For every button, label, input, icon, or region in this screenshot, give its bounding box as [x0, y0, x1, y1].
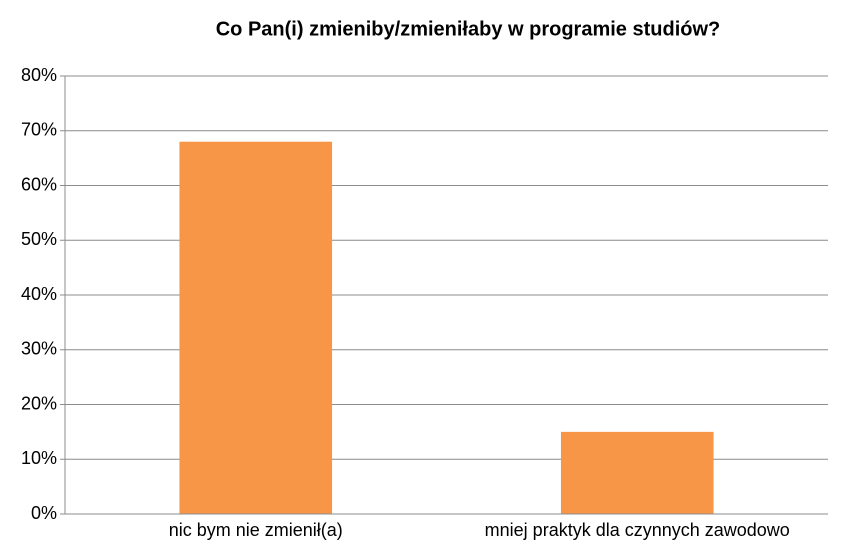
y-tick-label: 20%: [21, 393, 57, 413]
x-tick-label: nic bym nie zmienił(a): [169, 520, 343, 540]
chart-title: Co Pan(i) zmieniby/zmieniłaby w programi…: [216, 18, 721, 40]
y-tick-label: 10%: [21, 448, 57, 468]
y-tick-label: 70%: [21, 120, 57, 140]
y-tick-label: 40%: [21, 284, 57, 304]
bar: [560, 431, 714, 514]
y-tick-label: 30%: [21, 339, 57, 359]
bar: [179, 141, 333, 514]
y-tick-label: 0%: [31, 503, 57, 523]
y-tick-label: 60%: [21, 174, 57, 194]
y-tick-label: 80%: [21, 65, 57, 85]
y-tick-label: 50%: [21, 229, 57, 249]
x-tick-label: mniej praktyk dla czynnych zawodowo: [485, 520, 790, 540]
